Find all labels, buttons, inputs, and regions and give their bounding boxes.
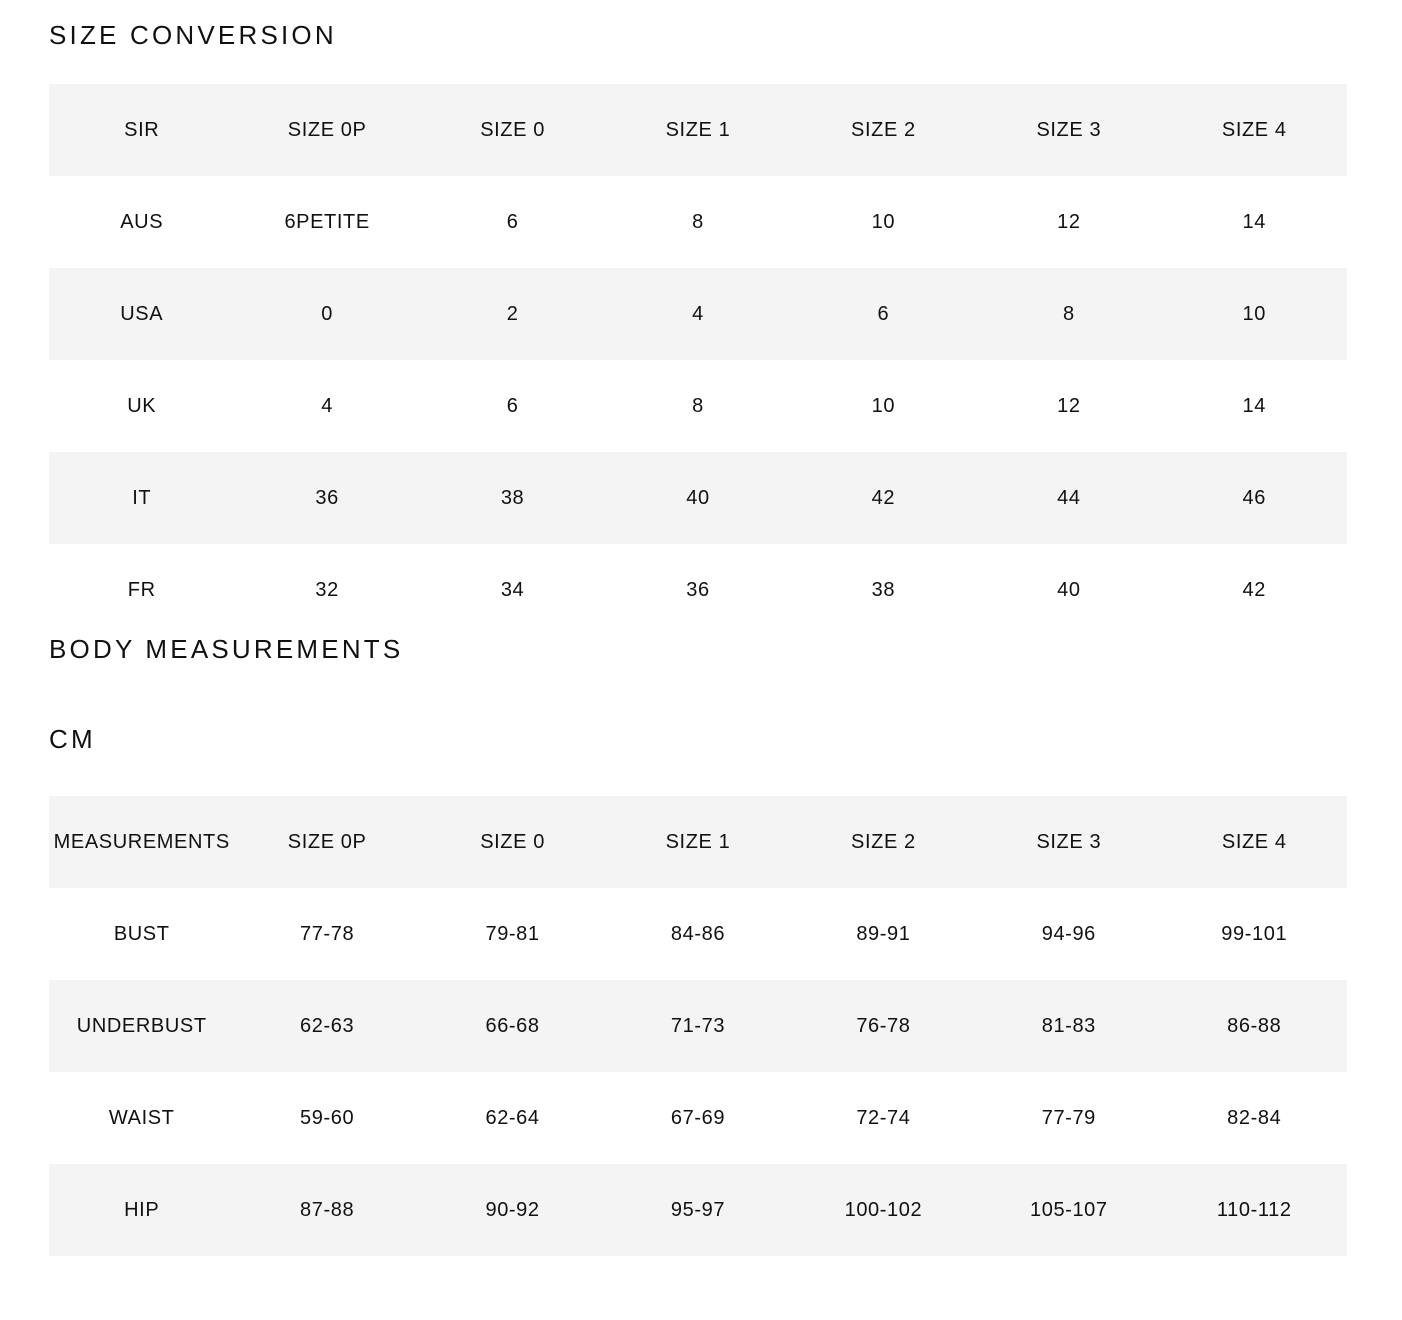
table-cell: 66-68: [485, 1014, 540, 1037]
table-cell: 42: [871, 486, 896, 509]
row-label-cell: USA: [120, 302, 164, 325]
table-row: FR 32 34 36 38 40 42: [49, 544, 1347, 636]
table-cell: 14: [1242, 210, 1266, 233]
table-cell: 12: [1057, 210, 1081, 233]
table-cell: 77-79: [1041, 1106, 1096, 1129]
table-cell: 94-96: [1041, 922, 1096, 945]
body-measurements-table: MEASUREMENTS SIZE 0P SIZE 0 SIZE 1 SIZE 2 SIZ…: [49, 796, 1347, 1256]
table-cell: 6PETITE: [284, 210, 370, 233]
header-cell: SIZE 0: [480, 118, 545, 141]
table-cell: 10: [1242, 302, 1266, 325]
table-cell: 12: [1057, 394, 1081, 417]
row-label-cell: HIP: [124, 1198, 160, 1221]
table-cell: 46: [1242, 486, 1266, 509]
table-cell: 62-64: [485, 1106, 540, 1129]
table-cell: 72-74: [856, 1106, 911, 1129]
body-measurements-title: BODY MEASUREMENTS: [49, 634, 404, 664]
table-cell: 40: [1057, 578, 1081, 601]
table-cell: 2: [506, 302, 519, 325]
table-cell: 4: [321, 394, 333, 417]
table-cell: 8: [1062, 302, 1075, 325]
row-label-cell: BUST: [113, 922, 170, 945]
table-cell: 40: [686, 486, 710, 509]
table-cell: 6: [506, 210, 519, 233]
header-cell: SIR: [124, 118, 160, 141]
table-cell: 89-91: [856, 922, 911, 945]
table-cell: 6: [877, 302, 890, 325]
table-cell: 77-78: [300, 922, 355, 945]
header-cell: SIZE 3: [1036, 118, 1102, 141]
table-header-row: MEASUREMENTS SIZE 0P SIZE 0 SIZE 1 SIZE 2 SIZ…: [49, 796, 1347, 888]
table-cell: 38: [871, 578, 896, 601]
row-label-cell: FR: [127, 578, 156, 601]
size-conversion-title: SIZE CONVERSION: [49, 20, 337, 50]
row-label-cell: UK: [127, 394, 157, 417]
table-cell: 81-83: [1041, 1014, 1096, 1037]
table-cell: 82-84: [1227, 1106, 1282, 1129]
table-cell: 105-107: [1030, 1198, 1108, 1221]
table-cell: 36: [686, 578, 710, 601]
header-cell: SIZE 0: [480, 830, 545, 853]
table-cell: 84-86: [670, 922, 726, 945]
row-label-cell: AUS: [120, 210, 164, 233]
table-cell: 4: [692, 302, 704, 325]
table-cell: 32: [315, 578, 339, 601]
table-cell: 36: [315, 486, 339, 509]
header-cell: SIZE 4: [1221, 118, 1287, 141]
table-cell: 67-69: [670, 1106, 726, 1129]
table-cell: 100-102: [844, 1198, 923, 1221]
table-header-row: SIR SIZE 0P SIZE 0 SIZE 1 SIZE 2 SIZE 3 SIZE 4: [49, 84, 1347, 176]
header-cell: SIZE 2: [851, 118, 916, 141]
table-row: HIP 87-88 90-92 95-97 100-102 105-107 110-112: [49, 1164, 1347, 1256]
table-cell: 10: [871, 394, 896, 417]
table-cell: 8: [692, 210, 704, 233]
header-cell: SIZE 3: [1036, 830, 1102, 853]
header-cell: SIZE 0P: [287, 118, 367, 141]
table-cell: 6: [506, 394, 519, 417]
table-row: UK 4 6 8 10 12 14: [49, 360, 1347, 452]
table-cell: 99-101: [1221, 922, 1288, 945]
unit-label: CM: [49, 724, 96, 754]
table-cell: 87-88: [300, 1198, 355, 1221]
table-cell: 10: [871, 210, 896, 233]
table-cell: 71-73: [670, 1014, 726, 1037]
table-cell: 79-81: [485, 922, 540, 945]
row-label-cell: IT: [132, 486, 152, 509]
header-cell: SIZE 1: [665, 118, 731, 141]
table-cell: 59-60: [300, 1106, 355, 1129]
table-cell: 8: [692, 394, 704, 417]
table-row: WAIST 59-60 62-64 67-69 72-74 77-79 82-84: [49, 1072, 1347, 1164]
table-cell: 90-92: [485, 1198, 540, 1221]
table-cell: 44: [1057, 486, 1081, 509]
header-cell: MEASUREMENTS: [53, 830, 230, 853]
table-row: UNDERBUST 62-63 66-68 71-73 76-78 81-83 86-88: [49, 980, 1347, 1072]
table-row: BUST 77-78 79-81 84-86 89-91 94-96 99-101: [49, 888, 1347, 980]
header-cell: SIZE 4: [1221, 830, 1287, 853]
table-cell: 76-78: [856, 1014, 911, 1037]
table-cell: 95-97: [670, 1198, 726, 1221]
size-conversion-table: SIR SIZE 0P SIZE 0 SIZE 1 SIZE 2 SIZE 3 SIZE 4…: [49, 84, 1347, 636]
header-cell: SIZE 1: [665, 830, 731, 853]
header-cell: SIZE 2: [851, 830, 916, 853]
table-row: IT 36 38 40 42 44 46: [49, 452, 1347, 544]
table-cell: 14: [1242, 394, 1266, 417]
table-row: USA 0 2 4 6 8 10: [49, 268, 1347, 360]
table-cell: 86-88: [1227, 1014, 1282, 1037]
table-cell: 0: [321, 302, 333, 325]
header-cell: SIZE 0P: [287, 830, 367, 853]
table-cell: 42: [1242, 578, 1266, 601]
row-label-cell: UNDERBUST: [76, 1014, 207, 1037]
table-cell: 38: [500, 486, 525, 509]
table-cell: 110-112: [1216, 1198, 1292, 1221]
table-cell: 62-63: [300, 1014, 355, 1037]
row-label-cell: WAIST: [108, 1106, 175, 1129]
table-row: AUS 6PETITE 6 8 10 12 14: [49, 176, 1347, 268]
table-cell: 34: [500, 578, 525, 601]
